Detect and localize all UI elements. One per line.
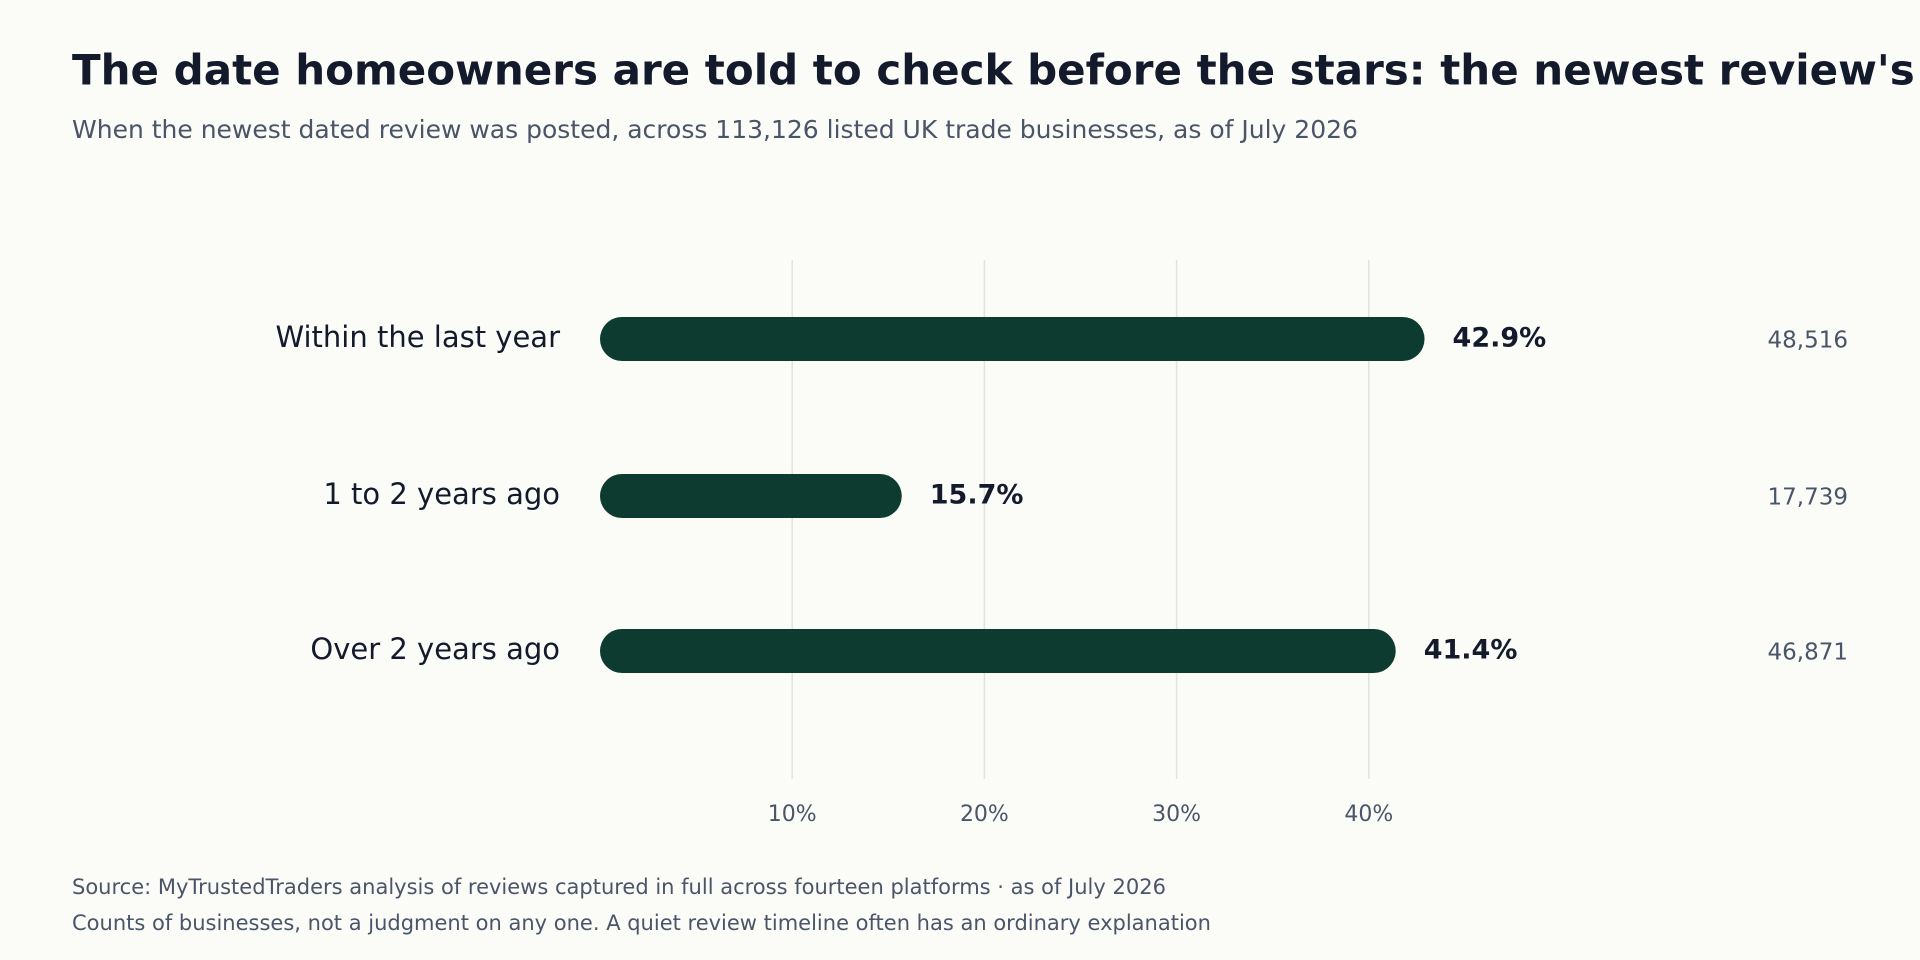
count-label: 46,871 bbox=[1768, 640, 1848, 666]
category-label: Over 2 years ago bbox=[310, 632, 560, 666]
x-tick-label: 20% bbox=[960, 802, 1009, 827]
bar bbox=[600, 474, 902, 518]
value-label: 42.9% bbox=[1453, 323, 1547, 354]
x-tick-label: 40% bbox=[1344, 802, 1393, 827]
footnote: Source: MyTrustedTraders analysis of rev… bbox=[72, 875, 1166, 899]
bar bbox=[600, 317, 1425, 361]
value-label: 15.7% bbox=[930, 480, 1024, 511]
chart-title: The date homeowners are told to check be… bbox=[72, 46, 1915, 95]
bar bbox=[600, 629, 1396, 673]
category-label: Within the last year bbox=[275, 320, 560, 354]
x-tick-label: 10% bbox=[768, 802, 817, 827]
category-label: 1 to 2 years ago bbox=[323, 477, 560, 511]
count-label: 17,739 bbox=[1768, 485, 1848, 511]
value-label: 41.4% bbox=[1424, 635, 1518, 666]
footnote: Counts of businesses, not a judgment on … bbox=[72, 911, 1211, 935]
x-tick-label: 30% bbox=[1152, 802, 1201, 827]
chart-subtitle: When the newest dated review was posted,… bbox=[72, 115, 1358, 144]
count-label: 48,516 bbox=[1768, 328, 1848, 354]
